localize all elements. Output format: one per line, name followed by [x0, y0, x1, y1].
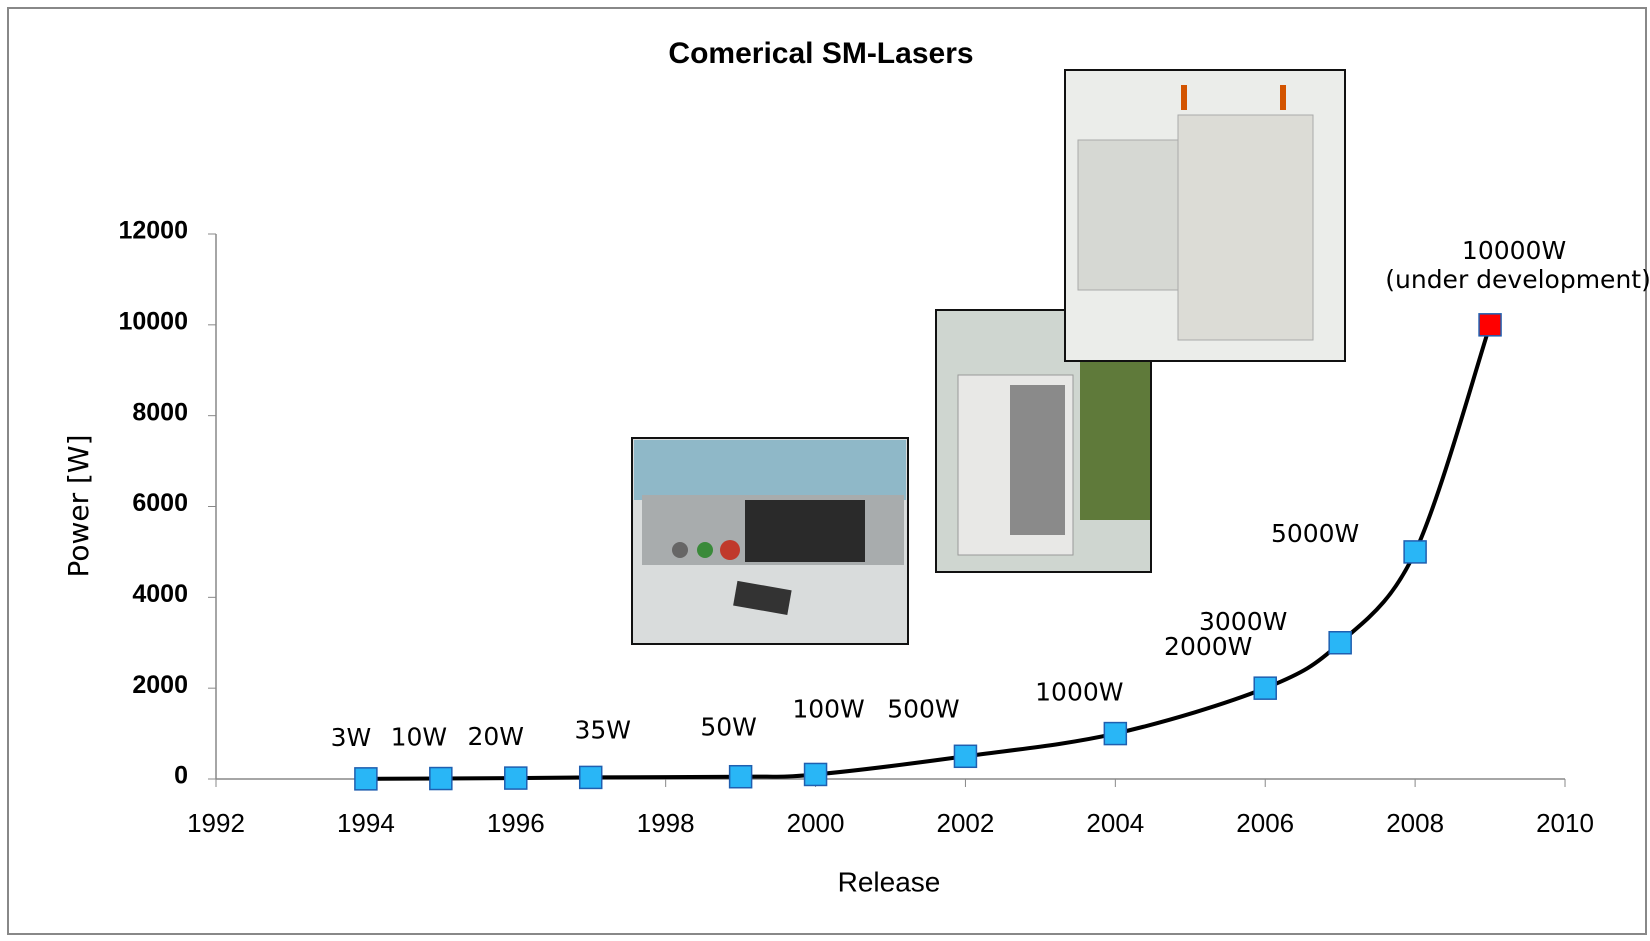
y-tick-label: 4000	[132, 580, 188, 608]
value-label: 2000W	[1164, 632, 1252, 661]
x-tick-label: 1998	[637, 808, 695, 838]
y-tick-label: 8000	[132, 398, 188, 426]
value-label: 35W	[574, 715, 631, 744]
x-tick-label: 2006	[1236, 808, 1294, 838]
annotation: (under development)	[1385, 265, 1650, 294]
photo	[1064, 69, 1346, 362]
x-tick-label: 2008	[1386, 808, 1444, 838]
x-tick-label: 1996	[487, 808, 545, 838]
photo	[631, 437, 909, 645]
value-label: 5000W	[1271, 519, 1359, 548]
value-label: 10W	[391, 723, 448, 752]
x-tick-label: 2002	[937, 808, 995, 838]
value-label: 10000W	[1462, 236, 1566, 265]
x-tick-label: 1992	[187, 808, 245, 838]
value-label: 1000W	[1035, 678, 1123, 707]
y-axis-title: Power [W]	[62, 434, 95, 577]
value-label: 20W	[468, 722, 525, 751]
x-tick-label: 2004	[1086, 808, 1144, 838]
x-axis-title: Release	[838, 866, 941, 897]
y-tick-label: 0	[174, 762, 188, 790]
data-point	[1328, 631, 1352, 655]
x-tick-label: 2010	[1536, 808, 1594, 838]
y-tick-label: 10000	[118, 307, 188, 335]
y-tick-label: 2000	[132, 671, 188, 699]
photo	[935, 309, 1152, 573]
data-point	[1103, 721, 1128, 746]
chart-title: Comerical SM-Lasers	[668, 37, 973, 70]
x-tick-label: 2000	[787, 808, 845, 838]
y-tick-label: 12000	[118, 217, 188, 245]
data-point	[354, 767, 378, 791]
data-point	[429, 766, 453, 791]
data-point	[1253, 676, 1277, 700]
data-point	[953, 744, 978, 769]
value-label: 500W	[887, 694, 959, 723]
value-label: 100W	[792, 694, 864, 723]
x-tick-label: 1994	[337, 808, 395, 838]
y-tick-label: 6000	[132, 489, 188, 517]
value-label: 3W	[331, 723, 372, 752]
data-point	[728, 764, 753, 789]
value-label: 3000W	[1199, 607, 1287, 636]
data-point	[504, 766, 528, 790]
value-label: 50W	[700, 713, 757, 742]
data-point	[803, 762, 828, 787]
data-point	[578, 765, 603, 790]
data-point	[1478, 313, 1502, 337]
data-point	[1403, 540, 1427, 564]
